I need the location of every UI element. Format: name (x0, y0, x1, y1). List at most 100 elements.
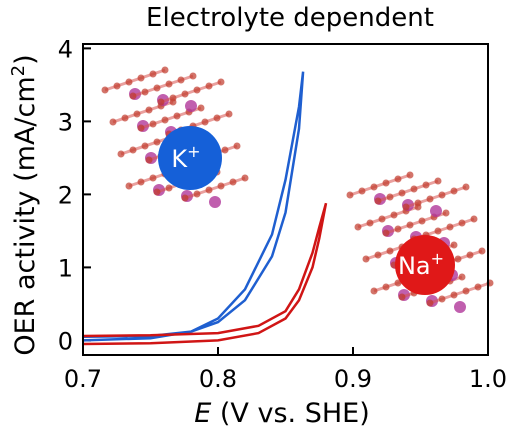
metal-atom (454, 301, 466, 313)
atom (101, 86, 109, 94)
atom (221, 146, 229, 154)
atom (390, 211, 398, 219)
atom (438, 295, 446, 303)
x-tick-label: 0.8 (199, 365, 237, 393)
atom (197, 104, 205, 112)
atom (241, 174, 249, 182)
ion-charge: + (187, 142, 200, 161)
ion-symbol: K (171, 145, 188, 173)
y-tick-label: 1 (58, 254, 73, 282)
atom (117, 150, 125, 158)
atom (386, 247, 394, 255)
atom (109, 118, 117, 126)
axes-frame (82, 43, 489, 356)
atom (137, 178, 145, 186)
atom (394, 225, 402, 233)
atom (434, 177, 442, 185)
atom (370, 183, 378, 191)
atom (434, 227, 442, 235)
atom (149, 174, 157, 182)
atom (157, 98, 165, 106)
atom (193, 190, 201, 198)
atom (149, 120, 157, 128)
metal-atom (185, 100, 197, 112)
atom (450, 291, 458, 299)
atom (478, 247, 486, 255)
atom (137, 124, 145, 132)
ion-symbol: Na (398, 252, 431, 280)
atom (474, 283, 482, 291)
ion-label: K+ (171, 142, 200, 173)
x-label-italic: E (194, 398, 211, 429)
atom (161, 66, 169, 74)
atom (426, 195, 434, 203)
atom (145, 106, 153, 114)
atom (149, 70, 157, 78)
atom (394, 175, 402, 183)
atom (410, 185, 418, 193)
atom (205, 82, 213, 90)
atom (398, 189, 406, 197)
atom (358, 187, 366, 195)
atom (137, 74, 145, 82)
atom (145, 156, 153, 164)
atom (113, 82, 121, 90)
atom (414, 199, 422, 207)
atom (426, 299, 434, 307)
curve (82, 71, 305, 342)
chart-title: Electrolyte dependent (146, 3, 434, 33)
atom (141, 142, 149, 150)
atom (153, 84, 161, 92)
atom (402, 203, 410, 211)
atom (133, 110, 141, 118)
atom (374, 251, 382, 259)
atom (446, 223, 454, 231)
atom (129, 92, 137, 100)
atom (378, 215, 386, 223)
x-label-rest: (V vs. SHE) (211, 398, 369, 429)
atom (466, 251, 474, 259)
atom (382, 229, 390, 237)
atom (418, 217, 426, 225)
atom (173, 112, 181, 120)
atom (165, 184, 173, 192)
y-label-end: ) (10, 54, 41, 65)
atom (125, 182, 133, 190)
atom (205, 186, 213, 194)
atom (177, 76, 185, 84)
atom (362, 255, 370, 263)
atom (129, 146, 137, 154)
y-tick-label: 4 (58, 35, 73, 63)
plot-area: 0.7 0.8 0.9 1.0 0 1 2 3 4 (58, 35, 507, 393)
atom (462, 183, 470, 191)
x-tick-label: 0.9 (334, 365, 372, 393)
atom (153, 188, 161, 196)
atom (193, 86, 201, 94)
atom (217, 182, 225, 190)
atom (442, 209, 450, 217)
atom (386, 193, 394, 201)
atom (201, 118, 209, 126)
atom (438, 191, 446, 199)
atom (366, 219, 374, 227)
atom (458, 219, 466, 227)
y-axis-label: OER activity (mA/cm2) (8, 54, 41, 355)
y-tick-label: 3 (58, 108, 73, 136)
atom (121, 114, 129, 122)
atom (346, 191, 354, 199)
atom (450, 187, 458, 195)
atom (213, 114, 221, 122)
ion-charge: + (431, 249, 444, 268)
atom (406, 221, 414, 229)
y-tick-label: 0 (58, 327, 73, 355)
atom (398, 293, 406, 301)
atom (454, 255, 462, 263)
crystal-illustrations: K+Na+ (101, 66, 494, 313)
atom (189, 72, 197, 80)
ion-label: Na+ (398, 249, 444, 280)
atom (233, 142, 241, 150)
atom (458, 273, 466, 281)
atom (153, 138, 161, 146)
atom (462, 287, 470, 295)
